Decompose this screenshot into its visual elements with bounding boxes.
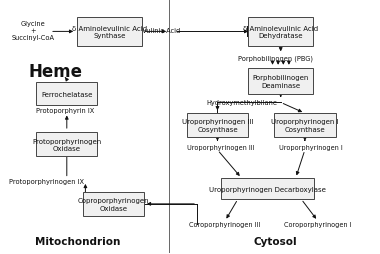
FancyBboxPatch shape xyxy=(77,18,142,47)
Text: Protoporphyrin IX: Protoporphyrin IX xyxy=(36,108,94,114)
Text: Protoporphyrinogen
Oxidase: Protoporphyrinogen Oxidase xyxy=(32,138,101,151)
Text: Uroporphyrinogen I
Cosynthase: Uroporphyrinogen I Cosynthase xyxy=(271,119,339,132)
FancyBboxPatch shape xyxy=(221,179,314,199)
Text: Porphobilinogen (PBG): Porphobilinogen (PBG) xyxy=(238,56,313,62)
Text: Mitochondrion: Mitochondrion xyxy=(35,236,120,246)
Text: Porphobilinogen
Deaminase: Porphobilinogen Deaminase xyxy=(253,75,309,88)
FancyBboxPatch shape xyxy=(248,69,313,94)
Text: δ Aminolevulinic Acid
Synthase: δ Aminolevulinic Acid Synthase xyxy=(72,26,147,39)
FancyBboxPatch shape xyxy=(82,192,144,216)
FancyBboxPatch shape xyxy=(248,18,313,47)
Text: Coroporphyrinogen I: Coroporphyrinogen I xyxy=(284,221,352,227)
Text: Coroporphyrinogen III: Coroporphyrinogen III xyxy=(189,221,261,227)
Text: Coproporphyrinogen
Oxidase: Coproporphyrinogen Oxidase xyxy=(78,197,149,211)
Text: Ferrochelatase: Ferrochelatase xyxy=(41,91,92,97)
Text: Uroporphyrinogen I: Uroporphyrinogen I xyxy=(279,144,342,150)
FancyBboxPatch shape xyxy=(36,83,98,105)
FancyBboxPatch shape xyxy=(187,114,248,138)
Text: δ Aminolevulinic Acid: δ Aminolevulinic Acid xyxy=(109,28,180,34)
Text: Heme: Heme xyxy=(28,62,82,80)
Text: Hydroxymethylbilane: Hydroxymethylbilane xyxy=(206,100,277,106)
Text: Cytosol: Cytosol xyxy=(253,236,297,246)
Text: Uroporphyrinogen Decarboxylase: Uroporphyrinogen Decarboxylase xyxy=(209,186,326,192)
FancyBboxPatch shape xyxy=(36,133,98,157)
Text: Glycine
+
Succinyl-CoA: Glycine + Succinyl-CoA xyxy=(12,21,55,41)
FancyBboxPatch shape xyxy=(274,114,336,138)
Text: Uroporphyrinogen III: Uroporphyrinogen III xyxy=(187,144,255,150)
Text: Uroporphyrinogen III
Cosynthase: Uroporphyrinogen III Cosynthase xyxy=(182,119,253,132)
Text: δ Aminolevulinic Acid
Dehydratase: δ Aminolevulinic Acid Dehydratase xyxy=(243,26,318,39)
Text: Protoporphyrinogen IX: Protoporphyrinogen IX xyxy=(9,178,84,184)
